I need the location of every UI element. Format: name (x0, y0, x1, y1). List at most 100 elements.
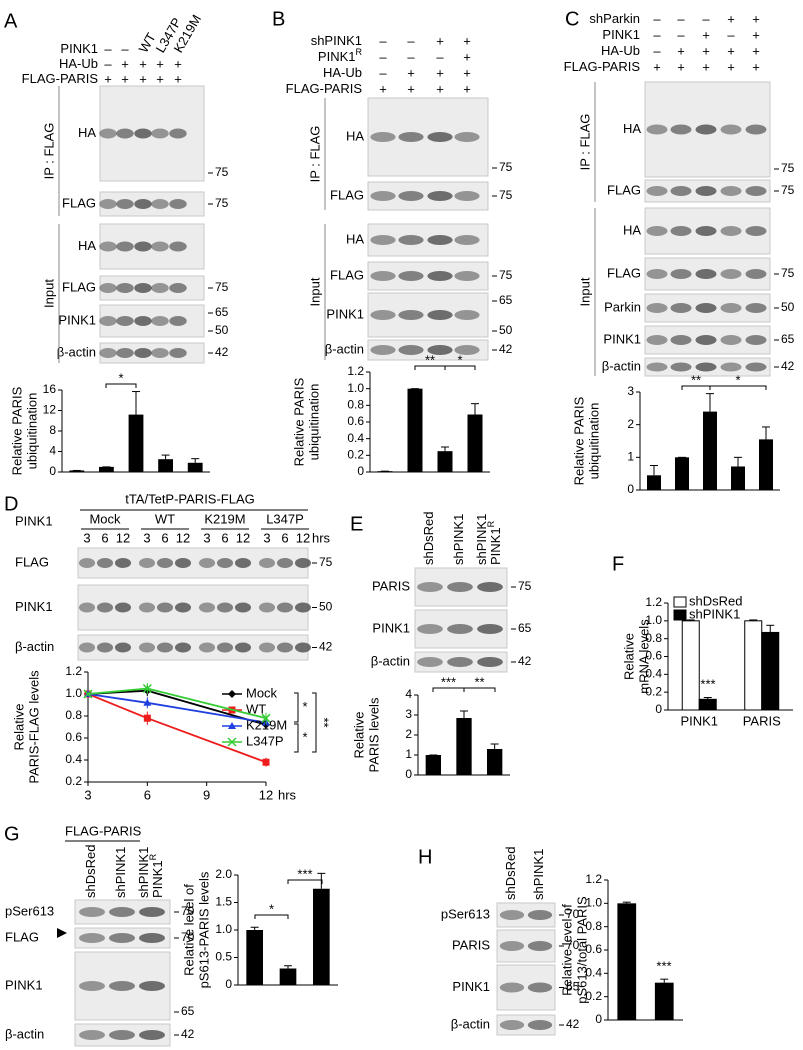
point (261, 713, 271, 723)
blot (367, 292, 489, 338)
y-tick-label: 1 (627, 450, 634, 464)
band (258, 602, 276, 613)
blot-label: PINK1 (452, 979, 490, 994)
band (139, 981, 165, 991)
band (745, 362, 767, 372)
band (134, 128, 152, 139)
y-axis-label: ubiquitination (306, 384, 321, 461)
band (398, 310, 424, 320)
condition-mark: – (653, 43, 661, 58)
condition-mark: – (653, 27, 661, 42)
blot-label: FLAG (330, 187, 364, 202)
y-tick-label: 4 (49, 444, 56, 458)
condition-mark: + (727, 59, 735, 74)
band (156, 642, 174, 653)
band (134, 348, 152, 358)
blot-label: HA (346, 128, 364, 143)
band (79, 907, 105, 917)
band (156, 602, 174, 613)
band (720, 362, 742, 372)
y-tick-label: 0.4 (65, 752, 82, 766)
y-tick-label: 0.2 (585, 989, 602, 1003)
band (156, 558, 174, 568)
condition-mark: + (702, 43, 710, 58)
size-marker: 42 (499, 342, 513, 356)
panel-letter: D (4, 493, 18, 515)
band (79, 933, 105, 943)
point (142, 683, 152, 694)
lane-label-text: shPINK1 (531, 849, 546, 900)
y-tick-label: 0 (595, 1012, 602, 1026)
series-line (87, 693, 267, 764)
bar (456, 718, 472, 775)
band (138, 558, 156, 568)
y-tick-label: 0 (655, 702, 662, 716)
blot-label: pSer613 (441, 906, 490, 921)
lane-label-sup: R (486, 520, 496, 527)
bar (703, 411, 717, 490)
y-tick-label: 1 (405, 747, 412, 761)
band (134, 199, 152, 209)
size-marker: 75 (499, 160, 513, 174)
band (151, 199, 169, 209)
band (96, 558, 114, 568)
band (745, 124, 767, 135)
size-marker: 42 (518, 654, 532, 668)
band (477, 624, 503, 634)
y-tick-label: 0.2 (347, 448, 364, 462)
condition-mark: – (379, 49, 387, 64)
lane-label-text: shPINK1 (136, 847, 151, 898)
blot-label: HA (78, 238, 96, 253)
condition-mark: + (727, 43, 735, 58)
band (370, 310, 396, 320)
bracket (294, 723, 299, 753)
band (527, 941, 553, 951)
bar (187, 462, 203, 472)
condition-mark: + (653, 59, 661, 74)
band (745, 226, 767, 236)
lane-label-text: shDsRed (83, 845, 98, 898)
band (646, 186, 668, 196)
lane-label-sup: R (148, 853, 158, 860)
blot-label: Parkin (604, 299, 641, 314)
size-marker: 75 (215, 280, 229, 294)
band (427, 235, 453, 245)
blot-label: PINK1 (603, 331, 641, 346)
band (116, 283, 134, 293)
band (114, 602, 132, 613)
band (151, 241, 169, 252)
size-marker: 75 (499, 268, 513, 282)
bar (617, 903, 637, 1020)
bar (761, 631, 780, 711)
size-marker: 65 (781, 332, 795, 346)
band (216, 642, 234, 653)
legend-marker (227, 737, 237, 747)
condition-label: PINK1 (602, 27, 640, 42)
band (499, 941, 525, 951)
condition-label-text: shPINK1 (311, 33, 362, 48)
band (646, 303, 668, 313)
condition-mark: + (436, 81, 444, 96)
condition-mark: – (121, 41, 129, 56)
band (116, 348, 134, 358)
condition-label: HA-Ub (59, 56, 98, 71)
panel-letter: F (612, 553, 624, 575)
y-axis-label: Relative (11, 704, 26, 751)
band (398, 235, 424, 245)
section-label: IP : FLAG (577, 114, 592, 171)
band (174, 642, 192, 653)
band (276, 602, 294, 613)
annotation: * (302, 699, 307, 714)
band (151, 283, 169, 293)
blot (496, 1014, 556, 1036)
size-marker: 65 (499, 293, 513, 307)
bar (437, 451, 453, 472)
condition-mark: – (407, 49, 415, 64)
condition-label-text: HA-Ub (59, 56, 98, 71)
band (646, 362, 668, 372)
y-tick-label: 1.5 (215, 895, 232, 909)
y-axis-label: PARIS-FLAG levels (26, 670, 41, 784)
band (109, 933, 135, 943)
y-tick-label: 1.2 (585, 872, 602, 886)
annotation: * (735, 372, 740, 387)
